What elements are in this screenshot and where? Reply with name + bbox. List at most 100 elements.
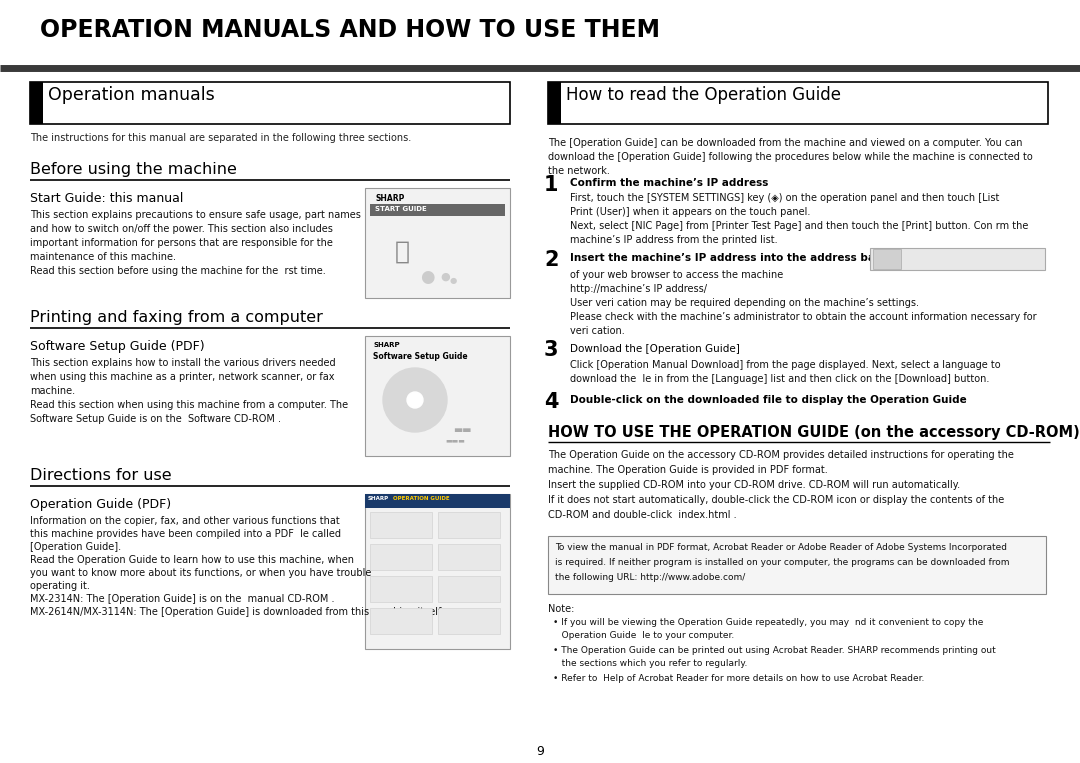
Text: this machine provides have been compiled into a PDF  le called: this machine provides have been compiled… bbox=[30, 529, 341, 539]
Text: Please check with the machine’s administrator to obtain the account information : Please check with the machine’s administ… bbox=[570, 312, 1037, 322]
Text: ●: ● bbox=[450, 276, 457, 285]
Text: CD-ROM and double-click  index.html .: CD-ROM and double-click index.html . bbox=[548, 510, 737, 520]
Text: START GUIDE: START GUIDE bbox=[375, 206, 427, 212]
Bar bbox=[365, 494, 510, 649]
Text: 2: 2 bbox=[544, 250, 558, 270]
Text: [Operation Guide].: [Operation Guide]. bbox=[30, 542, 121, 552]
Text: • If you will be viewing the Operation Guide repeatedly, you may  nd it convenie: • If you will be viewing the Operation G… bbox=[553, 618, 984, 627]
Bar bbox=[365, 188, 510, 298]
Text: If it does not start automatically, double-click the CD-ROM icon or display the : If it does not start automatically, doub… bbox=[548, 495, 1004, 505]
Text: Double-click on the downloaded file to display the Operation Guide: Double-click on the downloaded file to d… bbox=[570, 395, 967, 405]
Text: Read this section when using this machine from a computer. The: Read this section when using this machin… bbox=[30, 400, 348, 410]
Text: Click [Operation Manual Download] from the page displayed. Next, select a langua: Click [Operation Manual Download] from t… bbox=[570, 360, 1001, 370]
Text: • The Operation Guide can be printed out using Acrobat Reader. SHARP recommends : • The Operation Guide can be printed out… bbox=[553, 646, 996, 655]
Text: the network.: the network. bbox=[548, 166, 610, 176]
Text: ●: ● bbox=[420, 268, 434, 286]
Text: Note:: Note: bbox=[548, 604, 575, 614]
Text: MX-2614N/MX-3114N: The [Operation Guide] is downloaded from this machine itself.: MX-2614N/MX-3114N: The [Operation Guide]… bbox=[30, 607, 444, 617]
Text: The Operation Guide on the accessory CD-ROM provides detailed instructions for o: The Operation Guide on the accessory CD-… bbox=[548, 450, 1014, 460]
Bar bbox=[438, 608, 500, 634]
Text: the sections which you refer to regularly.: the sections which you refer to regularl… bbox=[553, 659, 747, 668]
Text: machine. The Operation Guide is provided in PDF format.: machine. The Operation Guide is provided… bbox=[548, 465, 827, 475]
Text: How to read the Operation Guide: How to read the Operation Guide bbox=[566, 86, 841, 104]
Text: http://machine’s IP address/: http://machine’s IP address/ bbox=[570, 284, 707, 294]
Bar bbox=[548, 82, 561, 124]
Text: 3: 3 bbox=[544, 340, 558, 360]
Text: ▬▬: ▬▬ bbox=[453, 425, 472, 435]
Text: First, touch the [SYSTEM SETTINGS] key (◈) on the operation panel and then touch: First, touch the [SYSTEM SETTINGS] key (… bbox=[570, 193, 999, 203]
Text: Read this section before using the machine for the  rst time.: Read this section before using the machi… bbox=[30, 266, 326, 276]
Text: • Refer to  Help of Acrobat Reader for more details on how to use Acrobat Reader: • Refer to Help of Acrobat Reader for mo… bbox=[553, 674, 924, 683]
Text: ●: ● bbox=[440, 272, 449, 282]
Text: machine.: machine. bbox=[30, 386, 76, 396]
Text: Next, select [NIC Page] from [Printer Test Page] and then touch the [Print] butt: Next, select [NIC Page] from [Printer Te… bbox=[570, 221, 1028, 231]
Text: ⬛: ⬛ bbox=[395, 240, 410, 264]
Text: Directions for use: Directions for use bbox=[30, 468, 172, 483]
Bar bbox=[370, 608, 432, 634]
Text: OPERATION GUIDE: OPERATION GUIDE bbox=[393, 496, 449, 501]
Bar bbox=[30, 82, 510, 124]
Text: Read the Operation Guide to learn how to use this machine, when: Read the Operation Guide to learn how to… bbox=[30, 555, 354, 565]
Text: SHARP: SHARP bbox=[373, 342, 400, 348]
Text: Insert the supplied CD-ROM into your CD-ROM drive. CD-ROM will run automatically: Insert the supplied CD-ROM into your CD-… bbox=[548, 480, 960, 490]
Text: download the  le in from the [Language] list and then click on the [Download] bu: download the le in from the [Language] l… bbox=[570, 374, 989, 384]
Bar bbox=[548, 536, 1047, 594]
Text: Information on the copier, fax, and other various functions that: Information on the copier, fax, and othe… bbox=[30, 516, 340, 526]
Bar bbox=[548, 82, 1048, 124]
Bar bbox=[370, 204, 505, 216]
Text: SHARP: SHARP bbox=[368, 496, 389, 501]
Circle shape bbox=[383, 368, 447, 432]
Text: Start Guide: this manual: Start Guide: this manual bbox=[30, 192, 184, 205]
Text: 1: 1 bbox=[544, 175, 558, 195]
Text: This section explains how to install the various drivers needed: This section explains how to install the… bbox=[30, 358, 336, 368]
Text: SHARP: SHARP bbox=[375, 194, 404, 203]
Text: download the [Operation Guide] following the procedures below while the machine : download the [Operation Guide] following… bbox=[548, 152, 1032, 162]
Text: is required. If neither program is installed on your computer, the programs can : is required. If neither program is insta… bbox=[555, 558, 1010, 567]
Text: of your web browser to access the machine: of your web browser to access the machin… bbox=[570, 270, 783, 280]
Bar bbox=[370, 576, 432, 602]
Bar bbox=[370, 512, 432, 538]
Text: The [Operation Guide] can be downloaded from the machine and viewed on a compute: The [Operation Guide] can be downloaded … bbox=[548, 138, 1023, 148]
Text: important information for persons that are responsible for the: important information for persons that a… bbox=[30, 238, 333, 248]
Text: Printing and faxing from a computer: Printing and faxing from a computer bbox=[30, 310, 323, 325]
Text: OPERATION MANUALS AND HOW TO USE THEM: OPERATION MANUALS AND HOW TO USE THEM bbox=[40, 18, 660, 42]
Text: User veri cation may be required depending on the machine’s settings.: User veri cation may be required dependi… bbox=[570, 298, 919, 308]
Text: when using this machine as a printer, network scanner, or fax: when using this machine as a printer, ne… bbox=[30, 372, 335, 382]
Bar bbox=[365, 494, 510, 508]
Circle shape bbox=[407, 392, 423, 408]
Bar bbox=[870, 248, 1045, 270]
Text: 9: 9 bbox=[536, 745, 544, 758]
Bar bbox=[30, 82, 43, 124]
Text: ◀▶: ◀▶ bbox=[876, 252, 887, 258]
Text: Download the [Operation Guide]: Download the [Operation Guide] bbox=[570, 344, 740, 354]
Text: machine’s IP address from the printed list.: machine’s IP address from the printed li… bbox=[570, 235, 778, 245]
Text: Print (User)] when it appears on the touch panel.: Print (User)] when it appears on the tou… bbox=[570, 207, 810, 217]
Text: veri cation.: veri cation. bbox=[570, 326, 624, 336]
Text: HOW TO USE THE OPERATION GUIDE (on the accessory CD-ROM): HOW TO USE THE OPERATION GUIDE (on the a… bbox=[548, 425, 1080, 440]
Bar bbox=[438, 512, 500, 538]
Text: MX-2314N: The [Operation Guide] is on the  manual CD-ROM .: MX-2314N: The [Operation Guide] is on th… bbox=[30, 594, 335, 604]
Text: Operation manuals: Operation manuals bbox=[48, 86, 215, 104]
Text: Before using the machine: Before using the machine bbox=[30, 162, 237, 177]
Bar bbox=[438, 544, 500, 570]
Text: maintenance of this machine.: maintenance of this machine. bbox=[30, 252, 176, 262]
Text: The instructions for this manual are separated in the following three sections.: The instructions for this manual are sep… bbox=[30, 133, 411, 143]
Bar bbox=[365, 336, 510, 456]
Bar bbox=[873, 249, 901, 269]
Text: operating it.: operating it. bbox=[30, 581, 90, 591]
Text: Confirm the machine’s IP address: Confirm the machine’s IP address bbox=[570, 178, 768, 188]
Text: https://192.168.1.28/: https://192.168.1.28/ bbox=[906, 251, 986, 260]
Text: To view the manual in PDF format, Acrobat Reader or Adobe Reader of Adobe System: To view the manual in PDF format, Acroba… bbox=[555, 543, 1007, 552]
Text: the following URL: http://www.adobe.com/: the following URL: http://www.adobe.com/ bbox=[555, 573, 745, 582]
Bar bbox=[370, 544, 432, 570]
Text: Operation Guide (PDF): Operation Guide (PDF) bbox=[30, 498, 171, 511]
Text: This section explains precautions to ensure safe usage, part names: This section explains precautions to ens… bbox=[30, 210, 361, 220]
Bar bbox=[438, 576, 500, 602]
Text: Software Setup Guide is on the  Software CD-ROM .: Software Setup Guide is on the Software … bbox=[30, 414, 281, 424]
Text: Software Setup Guide (PDF): Software Setup Guide (PDF) bbox=[30, 340, 204, 353]
Text: and how to switch on/off the power. This section also includes: and how to switch on/off the power. This… bbox=[30, 224, 333, 234]
Text: Software Setup Guide: Software Setup Guide bbox=[373, 352, 468, 361]
Text: you want to know more about its functions, or when you have trouble: you want to know more about its function… bbox=[30, 568, 372, 578]
Text: ▬▬▬: ▬▬▬ bbox=[445, 437, 464, 443]
Text: 4: 4 bbox=[544, 392, 558, 412]
